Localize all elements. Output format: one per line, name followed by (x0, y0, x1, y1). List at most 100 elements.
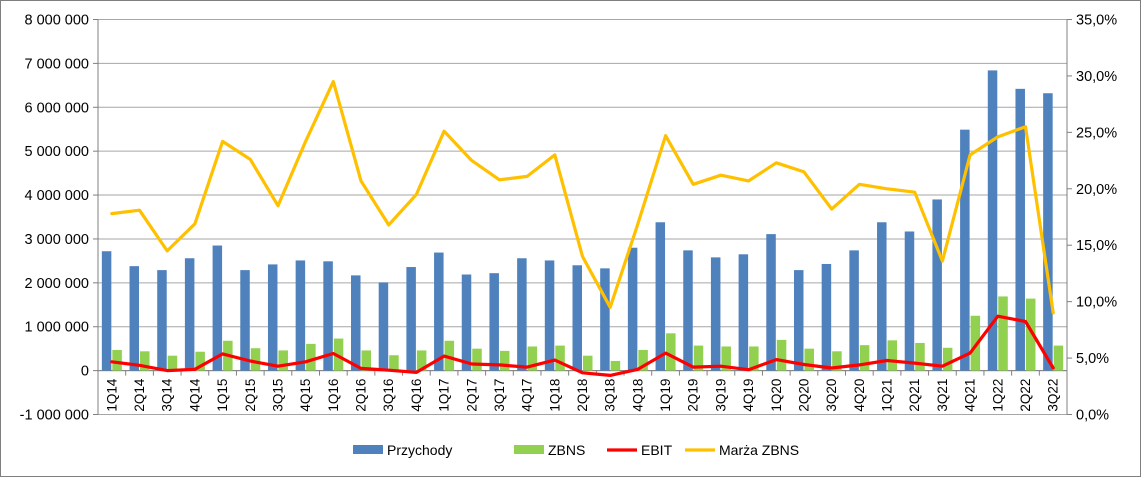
legend-label: ZBNS (548, 442, 585, 458)
bar-zbns (666, 333, 676, 371)
right-tick-label: 10,0% (1076, 295, 1117, 311)
x-tick-label: 2Q16 (354, 379, 369, 412)
x-tick-label: 3Q22 (1046, 379, 1061, 412)
x-tick-label: 2Q20 (796, 379, 811, 412)
left-tick-label: 0 (81, 364, 89, 380)
legend-item: EBIT (607, 442, 673, 458)
bar-zbns (859, 345, 870, 371)
left-tick-label: 4 000 000 (24, 188, 89, 204)
x-tick-label: 4Q19 (741, 379, 756, 412)
bar-zbns (915, 342, 925, 371)
x-tick-label: 3Q15 (270, 379, 285, 412)
bar-przychody (600, 268, 610, 371)
left-tick-label: 5 000 000 (24, 144, 89, 160)
legend: Przychody ZBNS EBIT Marża ZBNS (353, 442, 799, 458)
x-tick-label: 2Q19 (686, 379, 701, 412)
tick-labels: -1 000 000 0 1 000 000 2 000 000 3 000 000 4 … (20, 13, 1118, 424)
bar-zbns (942, 347, 953, 371)
x-tick-label: 2Q22 (1018, 379, 1033, 412)
bar-zbns (278, 350, 288, 371)
bar-zbns (638, 349, 648, 371)
x-tick-label: 3Q21 (935, 379, 950, 412)
x-tick-label: 4Q17 (520, 379, 535, 412)
right-tick-label: 25,0% (1076, 125, 1117, 141)
left-tick-label: 8 000 000 (24, 13, 89, 29)
x-tick-label: 3Q19 (713, 379, 728, 412)
left-tick-label: 6 000 000 (24, 100, 89, 116)
right-tick-label: 0,0% (1076, 408, 1109, 424)
bar-przychody (932, 199, 942, 371)
bar-przychody (710, 257, 721, 371)
x-tick-label: 1Q20 (769, 379, 784, 412)
bar-przychody (738, 254, 749, 371)
x-tick-label: 2Q15 (243, 379, 258, 412)
bar-przychody (461, 274, 472, 371)
left-tick-label: 2 000 000 (24, 276, 89, 292)
bar-zbns (804, 348, 814, 371)
right-tick-label: 15,0% (1076, 238, 1117, 254)
bar-przychody (295, 260, 306, 371)
x-tick-label: 3Q18 (603, 379, 618, 412)
left-tick-label: -1 000 000 (20, 408, 89, 424)
bar-zbns (887, 340, 898, 371)
bar-zbns (583, 355, 593, 371)
bars (101, 70, 1064, 371)
lines (110, 79, 1055, 377)
x-tick-label: 1Q16 (326, 379, 341, 412)
bar-zbns (472, 348, 482, 371)
bar-przychody (489, 273, 499, 371)
bar-zbns (195, 351, 205, 371)
x-tick-label: 4Q20 (852, 379, 867, 412)
bar-przychody (849, 250, 859, 371)
x-tick-label: 1Q21 (880, 379, 895, 412)
bar-zbns (721, 346, 731, 371)
bar-przychody (517, 258, 527, 371)
x-tick-label: 1Q22 (990, 379, 1005, 412)
bar-przychody (960, 129, 970, 371)
x-tick-label: 1Q19 (658, 379, 673, 412)
x-tick-label: 2Q17 (464, 379, 479, 412)
x-tick-label: 4Q18 (630, 379, 645, 412)
line-series-mara-zbns (110, 79, 1055, 315)
bar-zbns (1053, 345, 1064, 371)
bar-przychody (267, 264, 278, 371)
x-tick-label: 4Q16 (409, 379, 424, 412)
bar-zbns (776, 339, 787, 371)
bar-przychody (406, 267, 416, 371)
right-tick-label: 20,0% (1076, 182, 1117, 198)
bar-przychody (793, 270, 804, 371)
x-tick-label: 4Q14 (187, 378, 202, 412)
bar-zbns (693, 345, 704, 371)
x-tick-label: 3Q17 (492, 379, 507, 412)
bar-zbns (112, 349, 122, 371)
x-tick-label: 2Q18 (575, 379, 590, 412)
bar-przychody (323, 261, 333, 371)
bar-zbns (555, 345, 565, 371)
legend-item: Marża ZBNS (685, 442, 799, 458)
legend-label: EBIT (641, 442, 673, 458)
bar-zbns (444, 340, 455, 371)
legend-item: Przychody (353, 442, 452, 458)
bar-przychody (184, 258, 195, 371)
bar-zbns (499, 350, 510, 371)
right-tick-label: 30,0% (1076, 69, 1117, 85)
bar-przychody (1043, 93, 1053, 371)
bar-zbns (250, 348, 261, 371)
bar-zbns (167, 355, 178, 371)
x-tick-label: 2Q14 (132, 378, 147, 412)
bar-przychody (821, 263, 832, 371)
legend-item: ZBNS (514, 442, 585, 458)
bar-przychody (129, 266, 140, 371)
x-tick-label: 3Q20 (824, 379, 839, 412)
bar-zbns (361, 350, 372, 371)
bar-przychody (904, 231, 915, 371)
bar-zbns (389, 355, 399, 371)
bar-przychody (572, 265, 582, 371)
left-tick-label: 7 000 000 (24, 56, 89, 72)
legend-swatch (353, 445, 383, 454)
bar-przychody (655, 222, 666, 371)
bar-zbns (749, 346, 759, 371)
right-tick-label: 5,0% (1076, 351, 1109, 367)
legend-label: Marża ZBNS (719, 442, 799, 458)
